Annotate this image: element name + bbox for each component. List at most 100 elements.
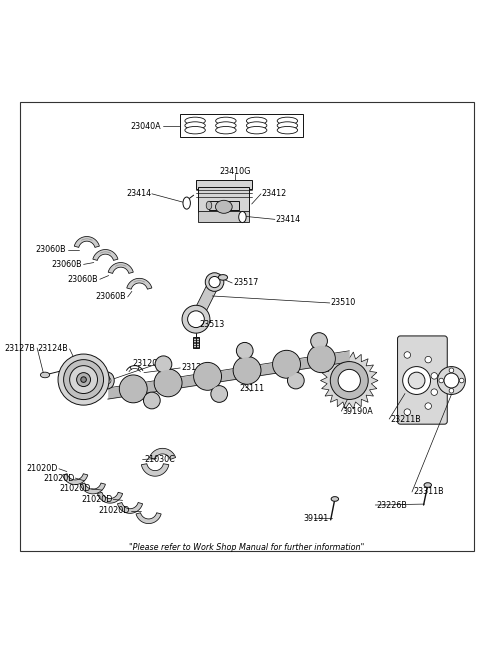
Text: 23040A: 23040A <box>131 122 161 131</box>
Polygon shape <box>63 474 88 485</box>
Text: 21020D: 21020D <box>59 484 91 493</box>
Circle shape <box>273 350 300 378</box>
Ellipse shape <box>216 122 236 129</box>
Text: 23414: 23414 <box>127 189 152 198</box>
Circle shape <box>205 273 224 291</box>
Circle shape <box>404 409 410 415</box>
Ellipse shape <box>216 200 232 214</box>
Circle shape <box>193 363 222 390</box>
Text: 23517: 23517 <box>233 279 259 288</box>
Ellipse shape <box>331 497 338 501</box>
Ellipse shape <box>277 117 298 125</box>
Circle shape <box>425 356 432 363</box>
Bar <box>198 187 250 212</box>
Bar <box>209 201 239 210</box>
Ellipse shape <box>424 483 432 487</box>
Text: 23410G: 23410G <box>220 167 251 176</box>
Circle shape <box>154 369 182 397</box>
Circle shape <box>211 386 228 402</box>
Circle shape <box>236 342 253 359</box>
Polygon shape <box>142 464 169 476</box>
Text: 23060B: 23060B <box>36 245 66 254</box>
Circle shape <box>182 306 210 333</box>
Bar <box>193 337 199 348</box>
Text: 21020D: 21020D <box>99 506 130 515</box>
Circle shape <box>288 372 304 389</box>
Polygon shape <box>149 448 176 459</box>
Circle shape <box>449 388 454 393</box>
Circle shape <box>209 277 220 288</box>
Circle shape <box>155 370 181 396</box>
Circle shape <box>308 346 335 372</box>
Ellipse shape <box>206 201 212 210</box>
Circle shape <box>81 377 86 382</box>
Text: 23211B: 23211B <box>390 415 421 424</box>
Circle shape <box>437 367 466 394</box>
Text: 23127B: 23127B <box>5 344 36 353</box>
Text: 23060B: 23060B <box>68 275 98 284</box>
Bar <box>198 212 250 221</box>
Circle shape <box>308 345 336 373</box>
Circle shape <box>105 377 111 384</box>
Text: 39191: 39191 <box>303 514 328 522</box>
Circle shape <box>330 361 368 399</box>
Polygon shape <box>118 503 143 513</box>
Text: 21030C: 21030C <box>144 455 175 464</box>
Ellipse shape <box>183 197 191 209</box>
Polygon shape <box>74 237 99 248</box>
Circle shape <box>431 373 437 379</box>
Bar <box>180 114 303 137</box>
Circle shape <box>439 378 444 383</box>
Circle shape <box>408 372 425 389</box>
Circle shape <box>274 351 300 377</box>
Ellipse shape <box>218 275 228 280</box>
Circle shape <box>404 351 410 358</box>
Polygon shape <box>136 512 161 524</box>
Text: 21020D: 21020D <box>81 495 112 504</box>
Polygon shape <box>108 263 133 273</box>
Circle shape <box>188 311 204 328</box>
Text: 23125: 23125 <box>181 363 206 373</box>
Circle shape <box>70 366 97 394</box>
Ellipse shape <box>185 122 205 129</box>
Text: 23311B: 23311B <box>413 487 444 497</box>
Text: 21020D: 21020D <box>27 464 58 473</box>
Polygon shape <box>80 483 106 494</box>
Text: 23111: 23111 <box>239 384 264 394</box>
Text: 23060B: 23060B <box>96 292 126 302</box>
Circle shape <box>62 368 67 373</box>
Circle shape <box>77 373 91 386</box>
Text: "Please refer to Work Shop Manual for further information": "Please refer to Work Shop Manual for fu… <box>130 543 365 553</box>
Circle shape <box>459 378 464 383</box>
Text: 23414: 23414 <box>275 215 300 224</box>
Polygon shape <box>97 492 122 503</box>
Ellipse shape <box>216 126 236 134</box>
Circle shape <box>58 354 109 405</box>
Text: 39190A: 39190A <box>342 407 373 416</box>
Ellipse shape <box>101 372 114 389</box>
Polygon shape <box>321 352 378 409</box>
Ellipse shape <box>246 122 267 129</box>
Circle shape <box>403 367 431 394</box>
FancyBboxPatch shape <box>397 336 447 424</box>
Circle shape <box>144 392 160 409</box>
Circle shape <box>234 357 260 383</box>
Bar <box>196 180 252 189</box>
Text: 23120: 23120 <box>132 359 158 368</box>
Circle shape <box>120 376 146 402</box>
Text: 23060B: 23060B <box>51 260 82 269</box>
Text: 23513: 23513 <box>200 320 225 329</box>
Circle shape <box>449 368 454 373</box>
Text: 21020D: 21020D <box>43 474 74 482</box>
Circle shape <box>194 363 221 390</box>
Circle shape <box>63 359 104 399</box>
Text: 23510: 23510 <box>331 298 356 307</box>
Circle shape <box>444 373 459 388</box>
Ellipse shape <box>239 212 246 223</box>
Circle shape <box>120 375 147 403</box>
Ellipse shape <box>246 126 267 134</box>
Circle shape <box>425 403 432 409</box>
Circle shape <box>311 332 327 350</box>
Circle shape <box>155 356 172 373</box>
Text: 23412: 23412 <box>261 189 286 198</box>
